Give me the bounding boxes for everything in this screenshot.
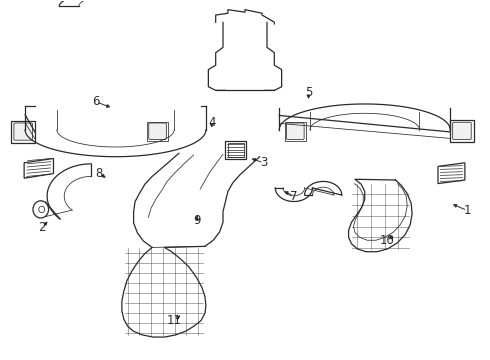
FancyBboxPatch shape bbox=[285, 122, 306, 141]
Text: 1: 1 bbox=[464, 204, 471, 217]
FancyBboxPatch shape bbox=[14, 123, 32, 140]
Text: 7: 7 bbox=[290, 190, 297, 203]
Text: 8: 8 bbox=[96, 167, 103, 180]
Text: 3: 3 bbox=[260, 156, 267, 169]
Text: 9: 9 bbox=[194, 214, 201, 227]
Text: 6: 6 bbox=[92, 95, 100, 108]
Ellipse shape bbox=[33, 201, 49, 218]
FancyBboxPatch shape bbox=[147, 122, 168, 141]
FancyBboxPatch shape bbox=[11, 121, 35, 143]
Text: 4: 4 bbox=[208, 116, 216, 129]
Text: 5: 5 bbox=[305, 86, 312, 99]
Text: 2: 2 bbox=[39, 221, 46, 234]
Polygon shape bbox=[24, 158, 53, 178]
FancyBboxPatch shape bbox=[225, 141, 246, 159]
Text: 10: 10 bbox=[379, 234, 394, 247]
Text: 11: 11 bbox=[167, 314, 182, 327]
FancyBboxPatch shape bbox=[453, 122, 471, 139]
FancyBboxPatch shape bbox=[149, 123, 166, 139]
FancyBboxPatch shape bbox=[450, 121, 474, 142]
FancyBboxPatch shape bbox=[287, 123, 304, 139]
Polygon shape bbox=[438, 163, 465, 184]
Ellipse shape bbox=[39, 206, 45, 213]
